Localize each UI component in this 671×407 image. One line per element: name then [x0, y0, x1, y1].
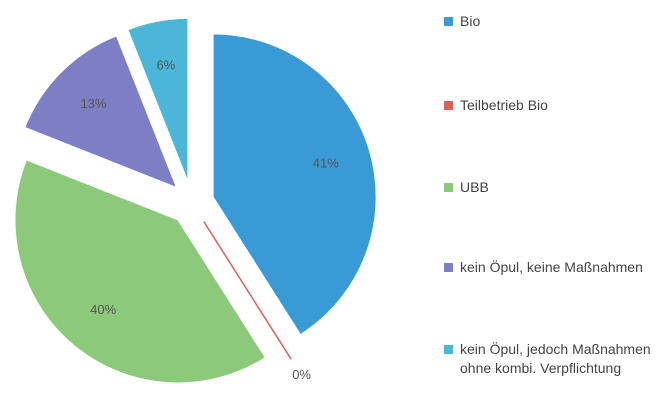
- pie-slice: [203, 221, 292, 360]
- chart: 41% 0% 40% 13% 6%: [14, 17, 377, 384]
- legend-label: Teilbetrieb Bio: [460, 97, 548, 113]
- legend-entry: kein Öpul, jedoch Maßnahmen ohne kombi. …: [444, 340, 671, 378]
- legend-entry: Bio: [444, 12, 671, 31]
- data-label: 0%: [292, 367, 311, 382]
- pie-slice: [24, 35, 178, 189]
- legend-entry: UBB: [444, 178, 671, 197]
- legend-entry: Teilbetrieb Bio: [444, 96, 671, 115]
- legend-label: kein Öpul, jedoch Maßnahmen ohne kombi. …: [460, 341, 651, 376]
- legend-label: Bio: [460, 13, 481, 29]
- data-label: 40%: [90, 302, 116, 317]
- data-label: 6%: [156, 58, 175, 73]
- pie-slice: [212, 33, 377, 336]
- legend-swatch: [444, 17, 453, 26]
- data-label: 41%: [313, 156, 339, 171]
- legend-swatch: [444, 183, 453, 192]
- legend-label: kein Öpul, keine Maßnahmen: [460, 259, 643, 275]
- pie-slice: [14, 159, 267, 384]
- legend-swatch: [444, 101, 453, 110]
- data-label: 13%: [80, 96, 106, 111]
- legend-entry: kein Öpul, keine Maßnahmen: [444, 258, 671, 277]
- legend-swatch: [444, 345, 453, 354]
- legend-swatch: [444, 263, 453, 272]
- legend-label: UBB: [460, 179, 489, 195]
- pie-slice: [127, 17, 189, 182]
